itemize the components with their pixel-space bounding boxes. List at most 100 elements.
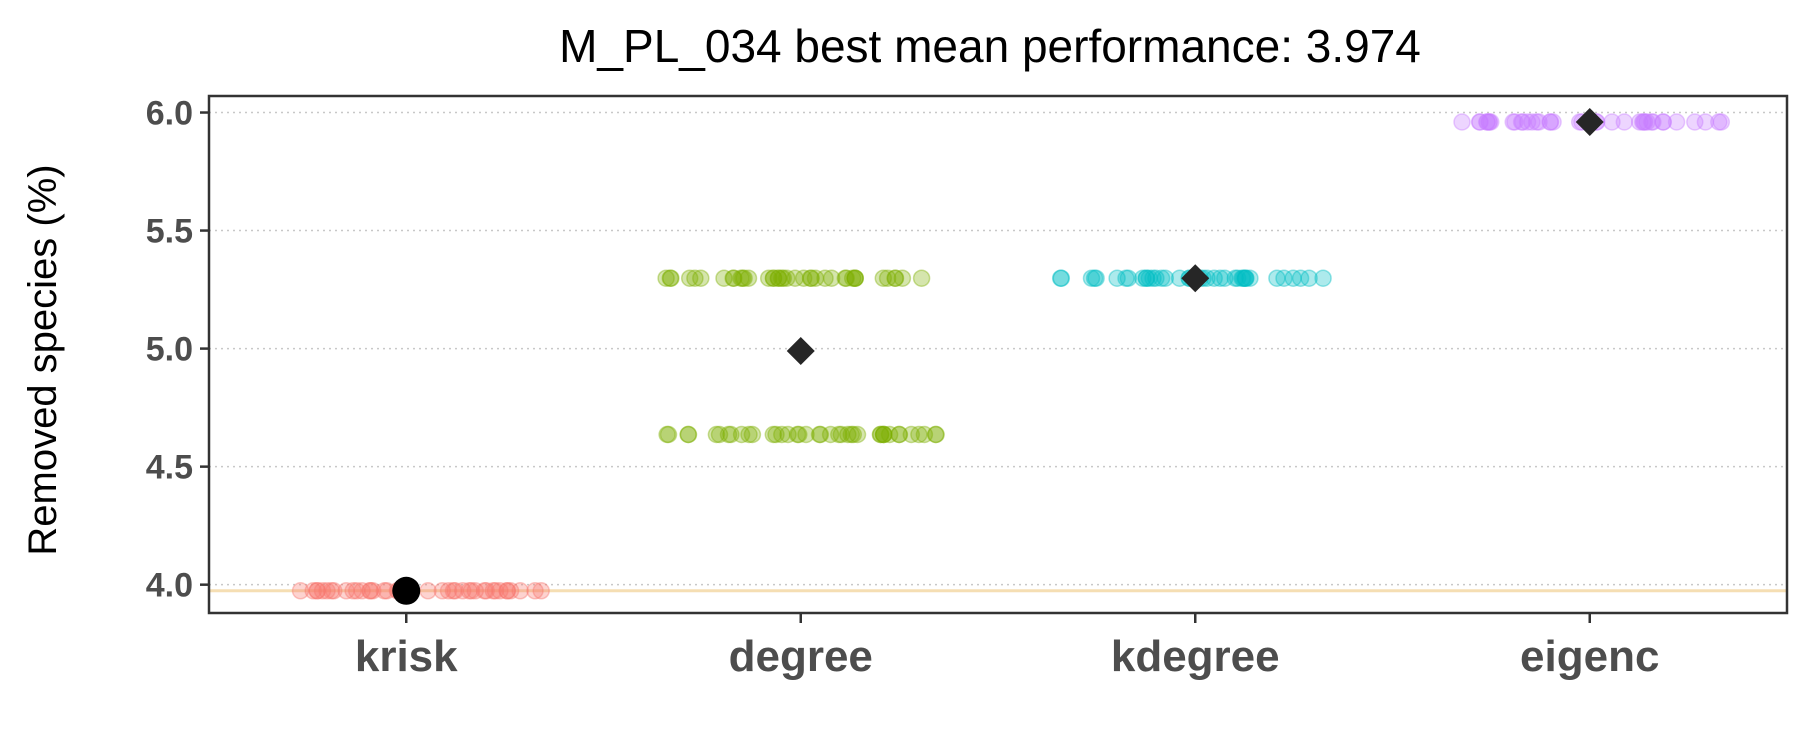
data-point-degree: [801, 269, 820, 287]
data-point-krisk: [337, 582, 355, 600]
data-point-krisk: [511, 582, 529, 600]
data-point-degree: [773, 269, 791, 287]
data-point-degree: [679, 425, 698, 444]
data-point-eigenc: [1696, 113, 1715, 131]
y-tick-label: 5.0: [146, 331, 193, 369]
data-point-degree: [733, 269, 752, 287]
data-point-krisk: [419, 582, 437, 600]
data-point-kdegree: [1291, 269, 1310, 287]
data-point-kdegree: [1108, 269, 1126, 287]
data-point-degree: [779, 425, 797, 444]
data-point-krisk: [353, 582, 371, 600]
data-point-degree: [769, 269, 788, 287]
data-point-krisk: [304, 582, 322, 600]
data-point-kdegree: [1119, 269, 1138, 287]
data-point-eigenc: [1523, 113, 1541, 131]
x-tick-label-krisk: krisk: [355, 632, 458, 681]
data-point-degree: [657, 269, 675, 287]
data-point-krisk: [501, 582, 520, 600]
data-point-eigenc: [1638, 113, 1656, 131]
data-point-eigenc: [1480, 113, 1499, 131]
data-point-degree: [890, 425, 908, 444]
data-point-kdegree: [1137, 269, 1156, 287]
data-point-degree: [786, 269, 804, 287]
data-point-degree: [680, 269, 699, 287]
data-point-kdegree: [1140, 269, 1159, 287]
data-point-degree: [724, 269, 742, 287]
data-point-eigenc: [1504, 113, 1522, 131]
data-point-degree: [830, 425, 848, 444]
data-point-degree: [707, 425, 726, 444]
data-point-degree: [878, 269, 897, 287]
data-point-eigenc: [1642, 113, 1661, 131]
data-point-degree: [802, 269, 820, 287]
data-point-eigenc: [1686, 113, 1704, 131]
data-point-degree: [886, 269, 904, 287]
data-point-krisk: [291, 582, 310, 600]
data-point-eigenc: [1634, 113, 1652, 131]
data-point-krisk: [462, 582, 481, 600]
data-point-eigenc: [1544, 113, 1562, 131]
data-point-degree: [912, 269, 931, 287]
data-point-degree: [822, 269, 841, 287]
data-point-kdegree: [1228, 269, 1247, 287]
data-point-krisk: [439, 582, 458, 600]
chart-title: M_PL_034 best mean performance: 3.974: [559, 20, 1421, 72]
data-point-eigenc: [1654, 113, 1672, 131]
data-point-degree: [842, 425, 861, 444]
data-point-kdegree: [1237, 269, 1255, 287]
data-point-krisk: [475, 582, 494, 600]
data-point-degree: [658, 425, 676, 444]
data-point-degree: [893, 269, 912, 287]
data-point-eigenc: [1636, 113, 1654, 131]
data-point-degree: [874, 425, 893, 444]
y-tick-label: 6.0: [146, 95, 193, 133]
data-point-krisk: [322, 582, 341, 600]
data-point-krisk: [444, 582, 463, 600]
data-point-degree: [778, 269, 796, 287]
y-axis-label: Removed species (%): [21, 164, 65, 555]
data-point-degree: [764, 269, 783, 287]
data-point-kdegree: [1156, 269, 1175, 287]
data-point-degree: [843, 269, 862, 287]
data-point-degree: [764, 425, 783, 444]
data-point-krisk: [453, 582, 472, 600]
y-tick-label: 4.5: [146, 449, 193, 487]
data-points: [291, 113, 1731, 600]
data-point-degree: [816, 269, 834, 287]
data-point-degree: [836, 269, 855, 287]
x-tick-label-degree: degree: [729, 632, 873, 681]
y-tick-label: 5.5: [146, 213, 193, 251]
data-point-kdegree: [1268, 269, 1286, 287]
data-point-krisk: [308, 582, 326, 600]
data-point-kdegree: [1082, 269, 1101, 287]
data-point-degree: [740, 425, 758, 444]
data-point-krisk: [484, 582, 503, 600]
data-point-eigenc: [1710, 113, 1728, 131]
data-point-degree: [926, 425, 945, 444]
data-point-degree: [910, 425, 928, 444]
data-point-eigenc: [1654, 113, 1672, 131]
data-point-krisk: [308, 582, 326, 600]
data-point-eigenc: [1712, 113, 1731, 131]
data-point-degree: [806, 269, 825, 287]
data-point-degree: [719, 425, 738, 444]
data-point-degree: [769, 269, 788, 287]
x-tick-label-eigenc: eigenc: [1520, 632, 1659, 681]
mean-marker-krisk: [392, 576, 421, 605]
data-point-krisk: [446, 582, 464, 600]
data-point-eigenc: [1615, 113, 1634, 131]
data-point-degree: [739, 269, 758, 287]
data-point-eigenc: [1518, 113, 1537, 131]
data-point-degree: [811, 425, 830, 444]
data-point-degree: [872, 425, 890, 444]
data-point-kdegree: [1216, 269, 1234, 287]
data-point-degree: [915, 425, 934, 444]
data-point-degree: [661, 269, 680, 287]
data-point-degree: [848, 425, 867, 444]
data-point-degree: [774, 269, 793, 287]
data-point-kdegree: [1087, 269, 1105, 287]
data-point-eigenc: [1512, 113, 1531, 131]
data-point-kdegree: [1134, 269, 1152, 287]
